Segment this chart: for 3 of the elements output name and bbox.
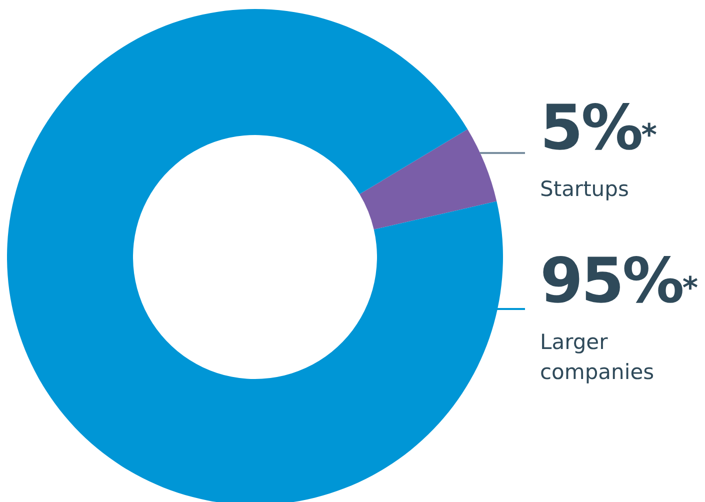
slice-label: Larger companies xyxy=(540,329,656,386)
donut-slice xyxy=(360,129,497,230)
slice-label: Startups xyxy=(540,176,630,203)
